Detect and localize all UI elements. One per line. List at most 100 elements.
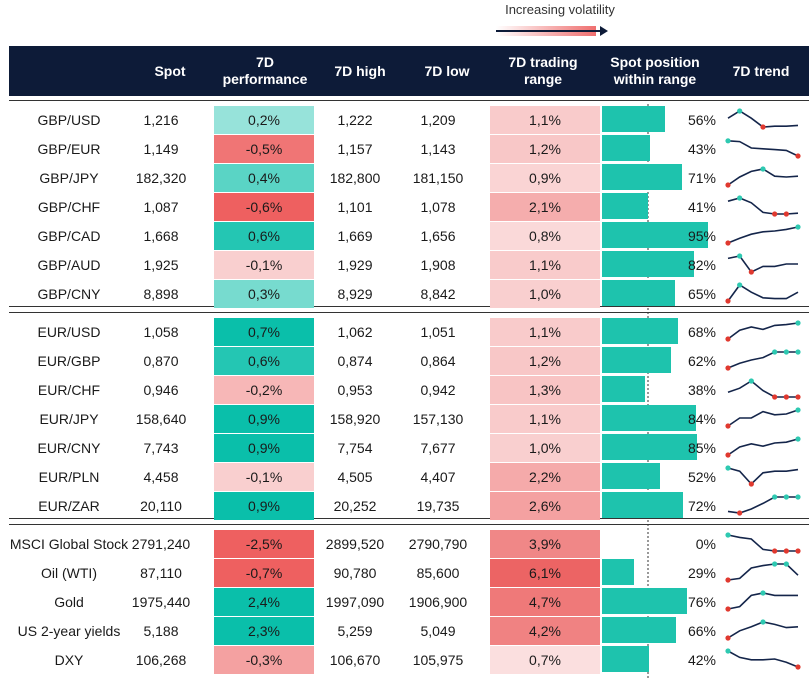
- trend-high-point: [737, 282, 743, 288]
- trend-sparkline: [725, 532, 801, 554]
- trend-high-point: [795, 407, 801, 413]
- trend-high-point: [772, 349, 778, 355]
- range-value: 3,9%: [490, 530, 600, 558]
- high-value: 20,252: [333, 497, 377, 514]
- position-bar: [602, 463, 661, 489]
- range-value: 2,2%: [490, 463, 600, 491]
- spot-value: 5,188: [143, 622, 179, 639]
- trend-high-point: [795, 349, 801, 355]
- position-bar: [602, 318, 679, 344]
- range-value: 1,0%: [490, 280, 600, 308]
- high-value: 5,259: [337, 622, 373, 639]
- trend-sparkline: [725, 648, 801, 670]
- high-value: 1,222: [337, 111, 373, 128]
- high-value: 1997,090: [325, 593, 385, 610]
- group-separator: [9, 306, 809, 307]
- position-label: 76%: [687, 593, 716, 610]
- low-value: 1,656: [420, 227, 456, 244]
- low-value: 1,908: [420, 256, 456, 273]
- position-bar: [602, 164, 682, 190]
- trend-line: [727, 409, 799, 427]
- trend-high-point: [783, 561, 789, 567]
- position-bar: [602, 405, 697, 431]
- position-bar: [602, 251, 694, 277]
- row-label: EUR/CNY: [37, 439, 101, 456]
- spot-value: 1,087: [143, 198, 179, 215]
- spot-value: 20,110: [140, 497, 182, 514]
- spot-value: 1,668: [143, 227, 179, 244]
- trend-sparkline: [725, 590, 798, 612]
- trend-high-point: [737, 195, 743, 201]
- trend-line: [727, 226, 799, 244]
- trend-line: [727, 650, 799, 668]
- low-value: 0,864: [420, 352, 456, 369]
- trend-low-point: [725, 240, 731, 246]
- position-bar: [602, 222, 709, 248]
- header-range: 7D trading range: [508, 54, 578, 87]
- spot-value: 1,216: [143, 111, 179, 128]
- range-value: 2,1%: [490, 193, 600, 221]
- trend-high-point: [760, 166, 766, 172]
- trend-high-point: [795, 436, 801, 442]
- trend-low-point: [783, 394, 789, 400]
- performance-value: 2,3%: [214, 617, 314, 645]
- trend-sparkline: [725, 561, 799, 583]
- group-separator: [9, 518, 809, 519]
- low-value: 2790,790: [408, 535, 468, 552]
- low-value: 0,942: [420, 381, 456, 398]
- trend-sparkline: [725, 619, 799, 641]
- spot-value: 7,743: [143, 439, 179, 456]
- trend-high-point: [783, 494, 789, 500]
- performance-value: -0,5%: [214, 135, 314, 163]
- low-value: 4,407: [420, 468, 456, 485]
- trend-line: [727, 534, 798, 552]
- header-position: Spot position within range: [610, 54, 700, 87]
- low-value: 105,975: [412, 651, 464, 668]
- high-value: 2899,520: [325, 535, 385, 552]
- low-value: 157,130: [412, 410, 464, 427]
- legend-label: Increasing volatility: [505, 2, 615, 17]
- trend-high-point: [760, 590, 766, 596]
- position-bar: [602, 193, 648, 219]
- range-value: 1,2%: [490, 135, 600, 163]
- row-label: GBP/AUD: [37, 256, 101, 273]
- performance-value: 0,2%: [214, 106, 314, 134]
- trend-line: [727, 563, 799, 581]
- range-value: 1,3%: [490, 376, 600, 404]
- trend-sparkline: [725, 224, 801, 246]
- trend-sparkline: [725, 282, 799, 304]
- row-label: GBP/CNY: [37, 285, 101, 302]
- trend-low-point: [772, 394, 778, 400]
- trend-low-point: [725, 606, 731, 612]
- performance-value: 0,4%: [214, 164, 314, 192]
- low-value: 5,049: [420, 622, 456, 639]
- table-header: Spot 7D performance 7D high 7D low 7D tr…: [9, 46, 809, 96]
- high-value: 0,874: [337, 352, 373, 369]
- trend-high-point: [772, 494, 778, 500]
- position-label: 85%: [687, 439, 716, 456]
- trend-line: [727, 255, 798, 274]
- spot-value: 106,268: [135, 651, 187, 668]
- group-separator: [9, 312, 809, 313]
- position-bar: [602, 347, 672, 373]
- position-label: 66%: [687, 622, 716, 639]
- position-label: 62%: [687, 352, 716, 369]
- position-label: 95%: [687, 227, 716, 244]
- performance-value: -2,5%: [214, 530, 314, 558]
- performance-value: 2,4%: [214, 588, 314, 616]
- position-label: 68%: [687, 323, 716, 340]
- trend-low-point: [725, 365, 731, 371]
- row-label: EUR/GBP: [37, 352, 101, 369]
- trend-high-point: [795, 320, 801, 326]
- row-label: GBP/CHF: [37, 198, 101, 215]
- performance-value: 0,6%: [214, 222, 314, 250]
- high-value: 4,505: [337, 468, 373, 485]
- trend-high-point: [737, 253, 743, 259]
- position-label: 38%: [687, 381, 716, 398]
- trend-sparkline: [725, 320, 801, 342]
- spot-value: 1975,440: [131, 593, 191, 610]
- spot-value: 1,058: [143, 323, 179, 340]
- range-value: 4,7%: [490, 588, 600, 616]
- position-bar: [602, 376, 645, 402]
